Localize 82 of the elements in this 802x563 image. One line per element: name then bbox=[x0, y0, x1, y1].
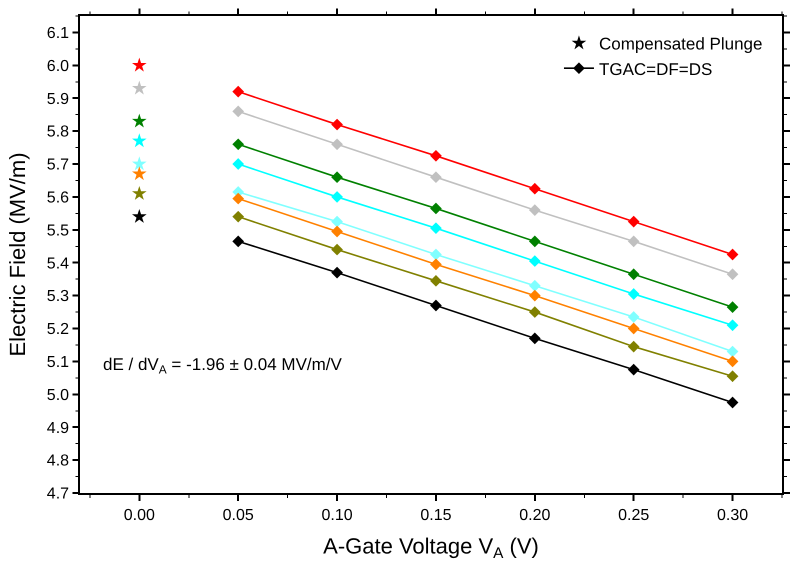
y-tick-label: 4.8 bbox=[46, 452, 70, 470]
point bbox=[132, 133, 147, 148]
point bbox=[628, 268, 640, 280]
point bbox=[628, 322, 640, 334]
point bbox=[132, 208, 147, 223]
y-tick-label: 5.3 bbox=[46, 288, 70, 306]
point bbox=[726, 319, 738, 332]
point bbox=[331, 118, 343, 130]
point bbox=[132, 58, 147, 72]
y-tick-label: 5.8 bbox=[46, 124, 70, 141]
y-tick-label: 5.9 bbox=[46, 90, 70, 108]
point bbox=[232, 235, 244, 248]
y-tick-label: 5.7 bbox=[46, 156, 70, 174]
point bbox=[232, 138, 244, 150]
point bbox=[331, 171, 343, 184]
point bbox=[528, 255, 541, 267]
point bbox=[232, 158, 244, 170]
legend-label: Compensated Plunge bbox=[598, 34, 762, 54]
point bbox=[430, 248, 442, 260]
y-tick-label: 5.5 bbox=[46, 222, 70, 240]
y-tick-label: 5.6 bbox=[46, 190, 70, 207]
point bbox=[232, 192, 244, 204]
point bbox=[331, 138, 343, 150]
point bbox=[628, 216, 640, 228]
point bbox=[331, 191, 343, 203]
point bbox=[726, 346, 738, 358]
point bbox=[528, 306, 541, 318]
y-axis-title: Electric Field (MV/m) bbox=[5, 152, 30, 357]
point bbox=[331, 266, 343, 278]
point bbox=[628, 235, 640, 248]
point bbox=[726, 248, 738, 260]
x-axis-title: A-Gate Voltage V$_{A}$ (V) bbox=[323, 533, 539, 562]
point bbox=[430, 258, 442, 270]
point bbox=[528, 235, 541, 248]
point bbox=[232, 106, 244, 118]
point bbox=[430, 202, 442, 214]
point bbox=[628, 364, 640, 376]
x-tick-label: 0.25 bbox=[618, 506, 650, 524]
point bbox=[132, 80, 147, 95]
point bbox=[528, 280, 541, 292]
legend-label: TGAC=DF=DS bbox=[598, 60, 712, 79]
point bbox=[430, 274, 442, 287]
point bbox=[726, 370, 738, 382]
annotation: dE / dV$_{A}$ = -1.96 ± 0.04 MV/m/V bbox=[103, 355, 343, 377]
point bbox=[232, 210, 244, 223]
point bbox=[430, 171, 442, 184]
y-tick-label: 4.9 bbox=[46, 420, 70, 437]
point bbox=[726, 396, 738, 408]
y-tick-label: 4.7 bbox=[46, 486, 70, 503]
y-tick-label: 6.0 bbox=[46, 58, 70, 75]
point bbox=[132, 114, 147, 128]
y-tick-label: 5.0 bbox=[46, 386, 70, 404]
point bbox=[726, 356, 738, 368]
point bbox=[726, 268, 738, 280]
x-tick-label: 0.10 bbox=[322, 506, 353, 524]
point bbox=[726, 301, 738, 313]
point bbox=[331, 216, 343, 228]
x-tick-label: 0.30 bbox=[716, 506, 748, 524]
point bbox=[331, 226, 343, 238]
point bbox=[132, 156, 147, 170]
y-tick-label: 6.1 bbox=[46, 25, 70, 42]
point bbox=[430, 222, 442, 234]
point bbox=[528, 332, 541, 344]
point bbox=[331, 244, 343, 256]
point bbox=[132, 186, 147, 200]
y-tick-label: 5.1 bbox=[46, 354, 70, 372]
point bbox=[132, 166, 147, 180]
point bbox=[628, 288, 640, 300]
point bbox=[430, 150, 442, 162]
x-tick-label: 0.15 bbox=[420, 506, 452, 524]
y-tick-label: 5.2 bbox=[46, 321, 70, 338]
x-tick-label: 0.20 bbox=[519, 506, 550, 524]
point bbox=[232, 86, 244, 98]
point bbox=[430, 300, 442, 312]
point bbox=[528, 290, 541, 302]
point bbox=[528, 204, 541, 216]
point bbox=[528, 182, 541, 195]
x-tick-label: 0.00 bbox=[124, 506, 155, 524]
point bbox=[628, 340, 640, 352]
y-tick-label: 5.4 bbox=[46, 255, 70, 272]
x-tick-label: 0.05 bbox=[222, 506, 254, 524]
point bbox=[628, 311, 640, 323]
